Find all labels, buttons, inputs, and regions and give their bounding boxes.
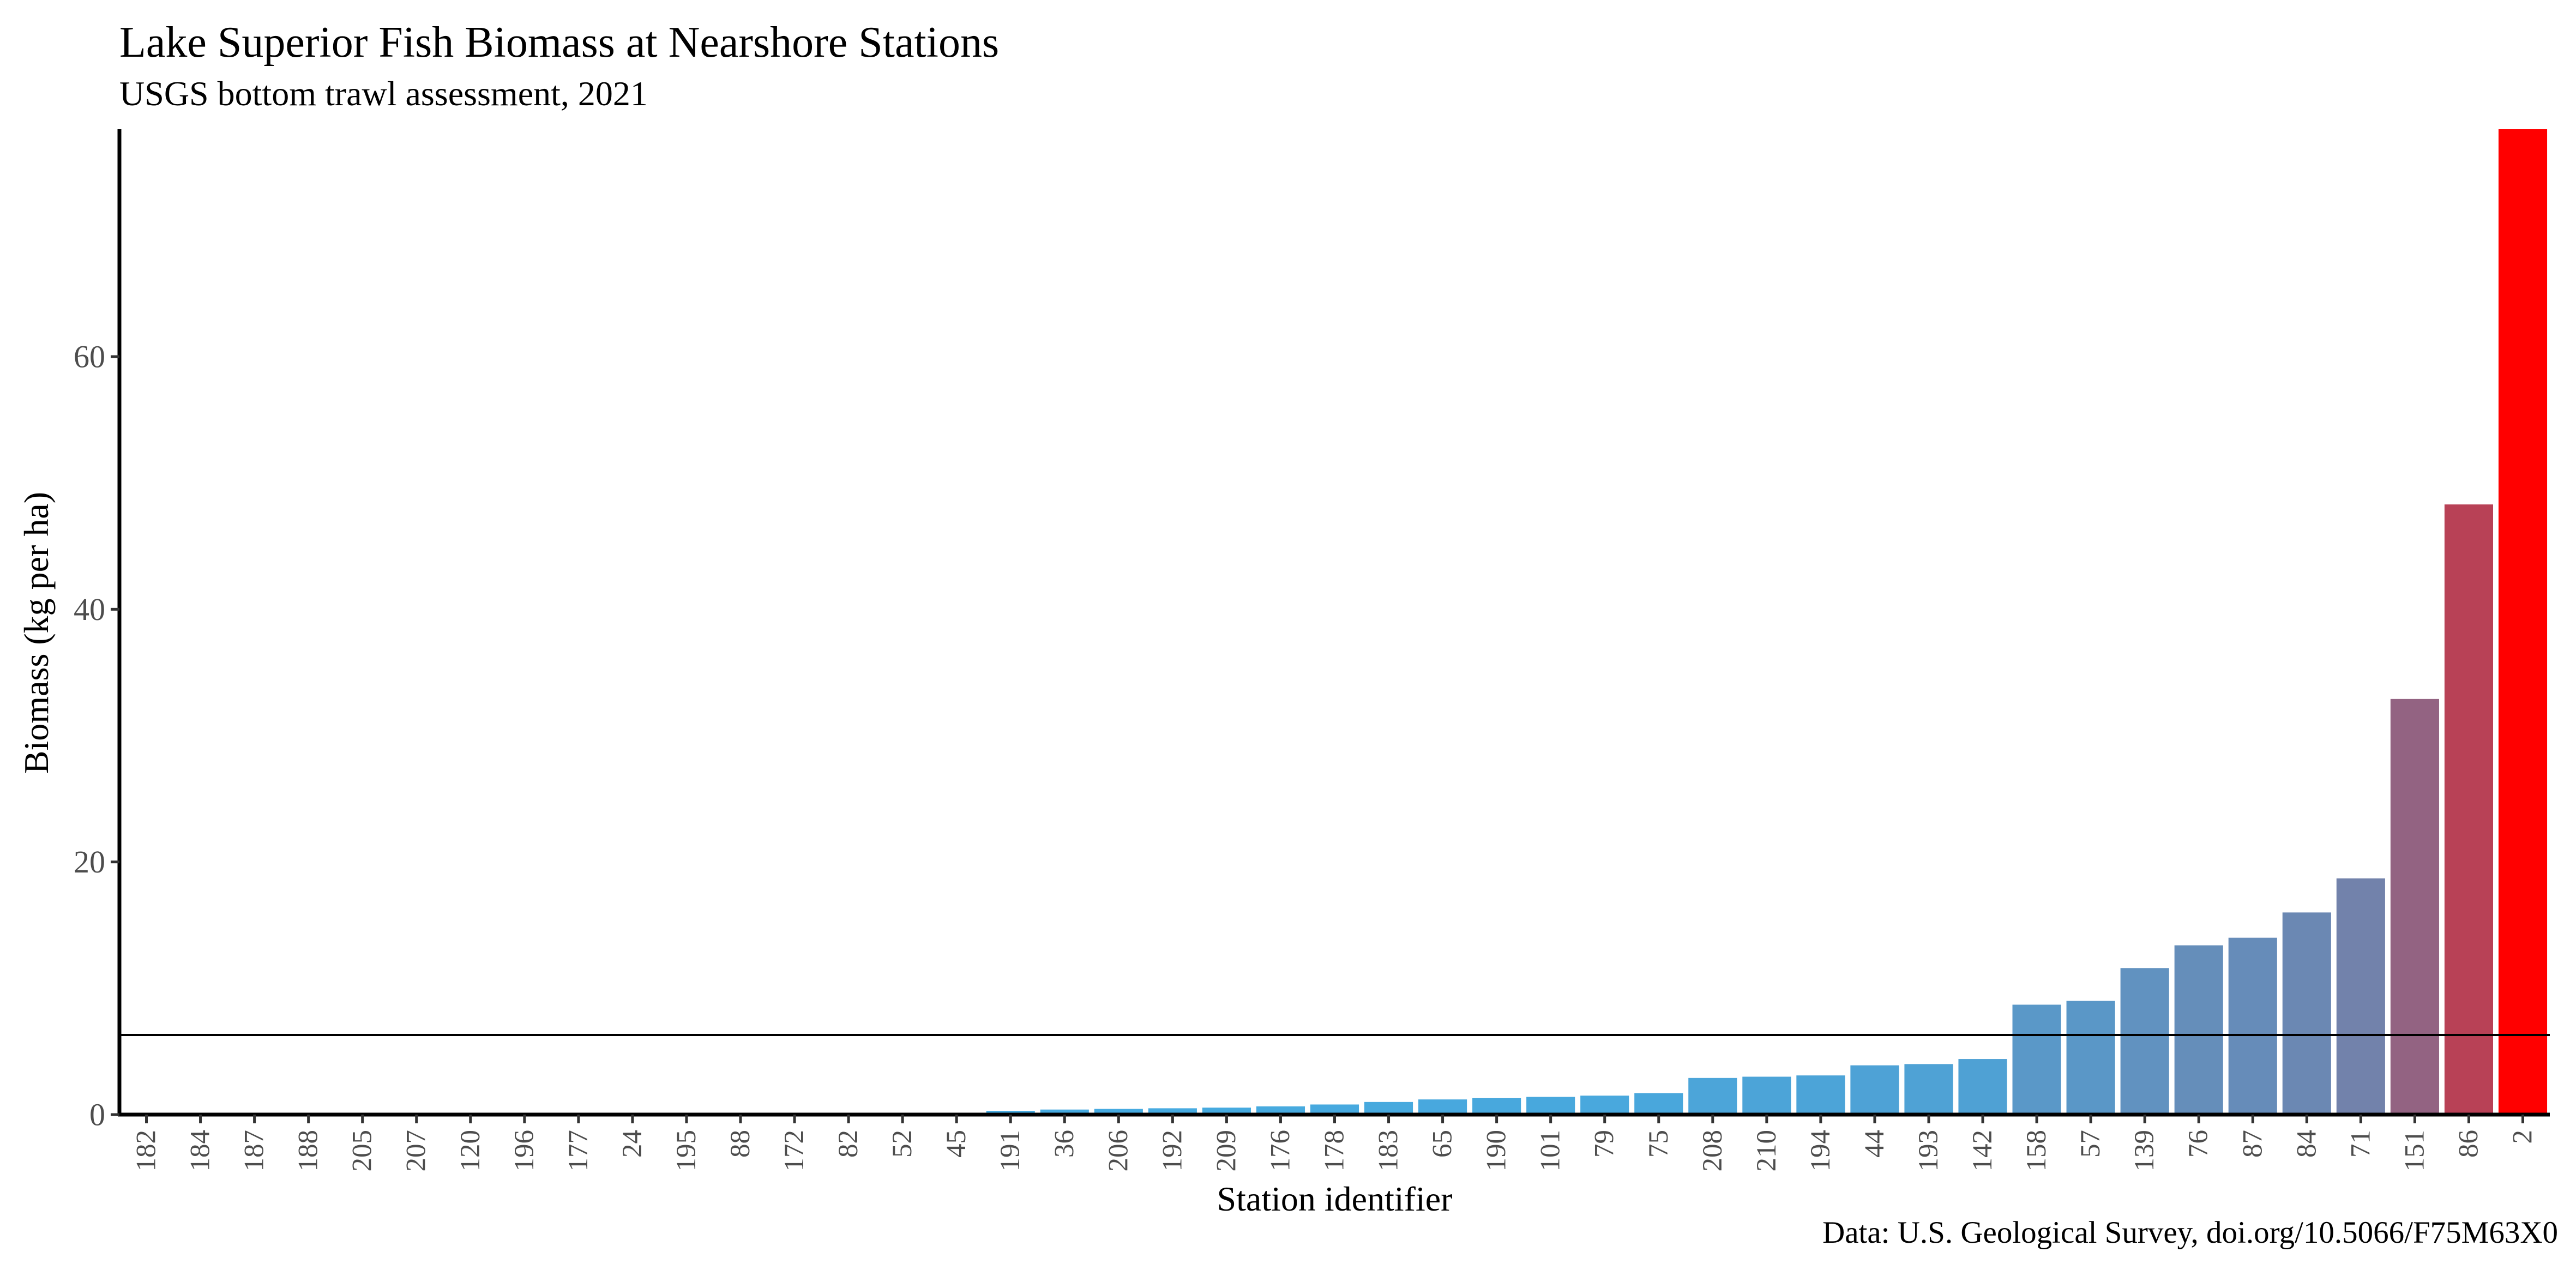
y-tick-label-40: 40 [74, 592, 105, 627]
bar-57 [2066, 1001, 2115, 1115]
x-tick-label-36: 36 [1049, 1130, 1080, 1158]
bar-158 [2012, 1004, 2061, 1115]
bars-layer [878, 129, 2548, 1115]
x-tick-label-139: 139 [2129, 1130, 2160, 1172]
bar-190 [1472, 1098, 1521, 1115]
x-ticks: 182 184 187 188 205 207 120 196 177 24 195 88 172 82 5… [131, 1115, 2538, 1172]
x-tick-label-206: 206 [1103, 1130, 1134, 1172]
x-tick-label-88: 88 [725, 1130, 756, 1158]
x-tick-label-207: 207 [401, 1130, 432, 1172]
bar-193 [1904, 1064, 1953, 1115]
x-tick-label-79: 79 [1590, 1130, 1620, 1158]
x-tick-label-178: 178 [1320, 1130, 1350, 1172]
bar-44 [1850, 1065, 1899, 1115]
x-tick-label-65: 65 [1428, 1130, 1458, 1158]
x-tick-label-142: 142 [1967, 1130, 1998, 1172]
bar-208 [1688, 1078, 1737, 1115]
y-tick-label-20: 20 [74, 844, 105, 880]
x-tick-label-196: 196 [509, 1130, 540, 1172]
x-tick-label-101: 101 [1536, 1130, 1566, 1172]
bar-192 [1148, 1108, 1197, 1115]
x-tick-label-177: 177 [563, 1130, 594, 1172]
bar-194 [1796, 1075, 1845, 1115]
bar-36 [1040, 1109, 1089, 1115]
chart-subtitle: USGS bottom trawl assessment, 2021 [119, 74, 648, 113]
bar-151 [2390, 699, 2439, 1115]
y-tick-label-0: 0 [89, 1097, 105, 1133]
x-tick-label-75: 75 [1644, 1130, 1674, 1158]
x-tick-label-184: 184 [185, 1130, 216, 1172]
x-tick-label-188: 188 [293, 1130, 324, 1172]
x-tick-label-120: 120 [455, 1130, 486, 1172]
bar-84 [2282, 912, 2331, 1115]
x-tick-label-192: 192 [1157, 1130, 1188, 1172]
x-tick-label-183: 183 [1374, 1130, 1404, 1172]
bar-76 [2174, 945, 2223, 1115]
y-axis-title: Biomass (kg per ha) [17, 492, 56, 774]
x-tick-label-194: 194 [1805, 1130, 1836, 1172]
x-tick-label-76: 76 [2183, 1130, 2214, 1158]
bar-206 [1094, 1109, 1143, 1115]
bar-139 [2120, 968, 2169, 1115]
y-tick-label-60: 60 [74, 339, 105, 375]
x-axis-title: Station identifier [1217, 1179, 1453, 1218]
x-tick-label-44: 44 [1859, 1130, 1890, 1158]
x-tick-label-158: 158 [2021, 1130, 2052, 1172]
bar-142 [1958, 1059, 2007, 1115]
x-tick-label-205: 205 [347, 1130, 378, 1172]
bar-86 [2444, 504, 2493, 1115]
bar-75 [1634, 1093, 1683, 1115]
bar-210 [1742, 1076, 1791, 1115]
x-tick-label-52: 52 [887, 1130, 918, 1158]
bar-2 [2498, 129, 2548, 1115]
x-tick-label-195: 195 [671, 1130, 702, 1172]
x-tick-label-172: 172 [779, 1130, 810, 1172]
x-tick-label-45: 45 [941, 1130, 972, 1158]
x-tick-label-193: 193 [1913, 1130, 1944, 1172]
bar-176 [1256, 1106, 1305, 1115]
x-tick-label-86: 86 [2453, 1130, 2484, 1158]
x-tick-label-87: 87 [2237, 1130, 2268, 1158]
x-tick-label-151: 151 [2399, 1130, 2430, 1172]
x-tick-label-209: 209 [1211, 1130, 1242, 1172]
bar-65 [1418, 1099, 1467, 1115]
bar-101 [1526, 1097, 1575, 1115]
x-tick-label-190: 190 [1482, 1130, 1512, 1172]
x-tick-label-191: 191 [995, 1130, 1026, 1172]
bar-178 [1310, 1104, 1359, 1115]
bar-79 [1580, 1096, 1629, 1115]
bar-183 [1364, 1102, 1413, 1115]
bar-71 [2336, 878, 2385, 1115]
x-tick-label-2: 2 [2507, 1130, 2538, 1144]
x-tick-label-71: 71 [2345, 1130, 2376, 1158]
x-tick-label-182: 182 [131, 1130, 162, 1172]
x-tick-label-84: 84 [2291, 1130, 2322, 1158]
y-ticks: 0 20 40 60 [74, 339, 119, 1133]
x-tick-label-176: 176 [1265, 1130, 1296, 1172]
bar-87 [2228, 937, 2277, 1115]
x-tick-label-208: 208 [1698, 1130, 1728, 1172]
chart-caption: Data: U.S. Geological Survey, doi.org/10… [1822, 1215, 2558, 1250]
x-tick-label-24: 24 [617, 1130, 648, 1158]
x-tick-label-82: 82 [833, 1130, 864, 1158]
chart-title: Lake Superior Fish Biomass at Nearshore … [119, 19, 1000, 67]
x-tick-label-187: 187 [239, 1130, 270, 1172]
x-tick-label-210: 210 [1752, 1130, 1782, 1172]
x-tick-label-57: 57 [2075, 1130, 2106, 1158]
